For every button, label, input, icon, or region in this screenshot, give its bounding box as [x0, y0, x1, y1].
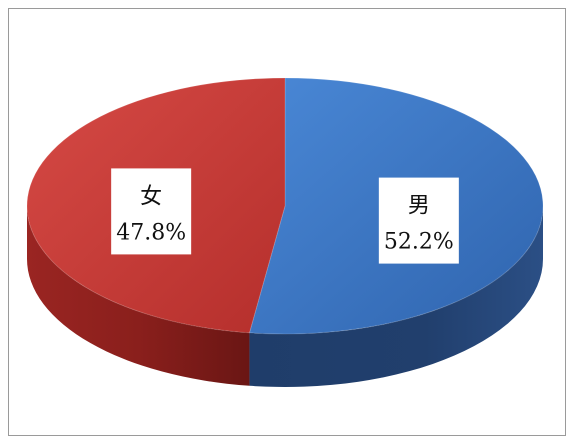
data-label-value-2: 47.8% [116, 220, 186, 245]
pie-side-2 [27, 206, 250, 386]
data-label-box-1 [378, 177, 459, 264]
chart-area: 男 52.2% 女 47.8% [8, 8, 566, 436]
data-label-category-1: 男 [408, 194, 430, 219]
pie-side-1 [249, 206, 543, 387]
pie-chart: 男 52.2% 女 47.8% [26, 77, 544, 387]
data-label-value-1: 52.2% [384, 230, 454, 255]
data-label-category-2: 女 [140, 184, 162, 209]
data-label-box-2 [111, 168, 192, 255]
